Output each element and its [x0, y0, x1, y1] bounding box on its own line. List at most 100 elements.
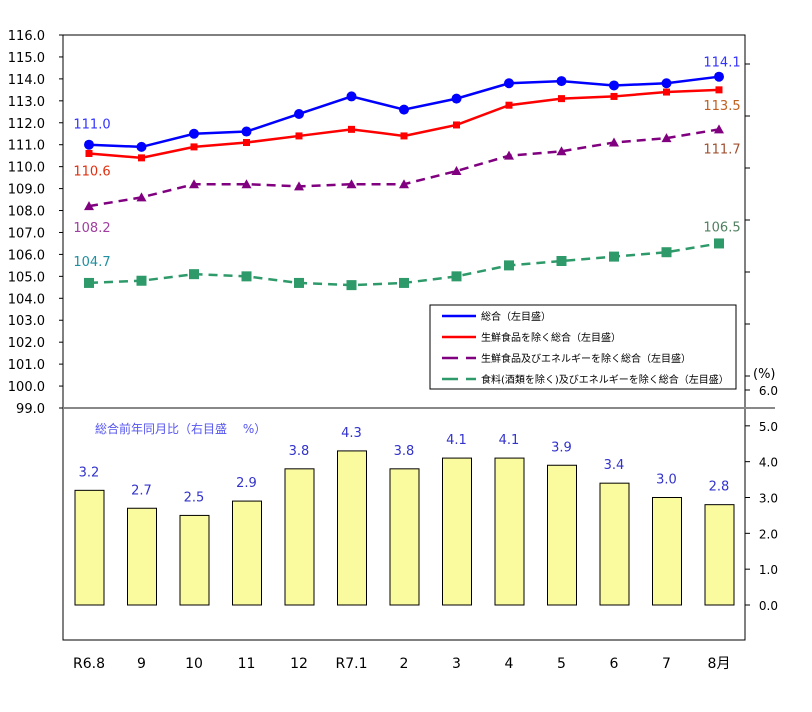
bar: [494, 457, 525, 606]
series-marker: [714, 71, 724, 82]
bar: [337, 450, 367, 606]
right-axis-unit: (%): [753, 367, 776, 382]
series-marker: [661, 78, 672, 89]
bar-label: 2.7: [131, 483, 152, 498]
x-tick-label: 6: [610, 656, 619, 672]
left-tick-label: 106.0: [8, 248, 45, 263]
bar: [232, 500, 262, 606]
x-tick-label: 10: [185, 656, 203, 672]
series-marker: [189, 128, 199, 139]
legend-label: 生鮮食品を除く総合（左目盛）: [481, 331, 621, 344]
right-tick-label: 6.0: [759, 384, 778, 398]
left-tick-label: 100.0: [8, 380, 45, 395]
series-marker: [399, 104, 409, 115]
right-tick-label: 1.0: [759, 563, 778, 577]
legend: [429, 304, 737, 390]
bar: [442, 457, 472, 606]
bar-label: 3.2: [79, 465, 100, 480]
x-tick-label: 8月: [708, 656, 731, 672]
series-marker: [295, 132, 303, 140]
series-marker: [715, 86, 723, 94]
series-marker: [399, 277, 409, 288]
series-marker: [189, 269, 199, 280]
left-tick-label: 107.0: [8, 226, 45, 241]
x-tick-label: 2: [400, 656, 409, 672]
series-marker: [661, 247, 672, 258]
series-marker: [243, 139, 250, 147]
series-marker: [84, 277, 94, 288]
left-tick-label: 108.0: [8, 205, 45, 220]
left-tick-label: 115.0: [8, 51, 45, 66]
right-tick-label: 3.0: [759, 492, 778, 506]
series-marker: [609, 137, 619, 147]
series-marker: [451, 271, 462, 282]
series-last-label: 111.7: [703, 142, 740, 157]
bar-label: 3.9: [551, 440, 572, 455]
series-first-label: 108.2: [73, 221, 110, 236]
series-marker: [504, 260, 514, 271]
series-marker: [84, 201, 94, 211]
series-marker: [610, 92, 618, 100]
series-first-label: 104.7: [73, 255, 110, 270]
series-line: [88, 88, 720, 160]
series-marker: [241, 126, 252, 137]
series-marker: [346, 179, 357, 189]
series-marker: [400, 132, 408, 140]
series-marker: [189, 179, 199, 189]
x-tick-label: 3: [452, 656, 461, 672]
series-marker: [453, 121, 460, 129]
right-tick-label: 2.0: [759, 527, 778, 541]
series-last-label: 106.5: [703, 220, 740, 235]
left-tick-label: 112.0: [8, 117, 45, 132]
series-marker: [241, 179, 252, 189]
bar-label: 2.8: [709, 480, 730, 495]
bar: [547, 464, 577, 606]
legend-label: 総合（左目盛）: [481, 310, 551, 323]
series-marker: [609, 80, 619, 91]
bar-label: 3.8: [289, 444, 310, 459]
series-first-label: 111.0: [73, 118, 110, 133]
bar-series-label: 総合前年同月比（右目盛 %）: [95, 421, 266, 436]
bar: [704, 504, 735, 606]
series-line: [88, 128, 720, 208]
series-marker: [190, 143, 198, 151]
series-marker: [346, 91, 357, 102]
series-marker: [504, 78, 514, 89]
legend-label: 生鮮食品及びエネルギーを除く総合（左目盛）: [481, 352, 691, 365]
left-tick-label: 116.0: [8, 29, 45, 44]
left-tick-label: 99.0: [16, 402, 45, 417]
left-tick-label: 104.0: [8, 292, 45, 307]
plot-area: [62, 34, 746, 641]
left-tick-label: 111.0: [8, 139, 45, 154]
x-tick-label: 5: [557, 656, 566, 672]
series-marker: [136, 192, 147, 202]
x-tick-label: 4: [505, 656, 514, 672]
right-tick-label: 5.0: [759, 420, 778, 434]
series-marker: [136, 275, 147, 286]
series-marker: [84, 139, 94, 150]
series-marker: [505, 101, 513, 109]
x-tick-label: R6.8: [73, 656, 105, 672]
series-marker: [451, 93, 462, 104]
series-marker: [399, 179, 409, 189]
bar: [599, 482, 630, 606]
bar-label: 2.5: [184, 490, 205, 505]
series-marker: [241, 271, 252, 282]
series-marker: [85, 149, 93, 157]
series-marker: [714, 124, 724, 134]
left-tick-label: 105.0: [8, 270, 45, 285]
series-marker: [558, 95, 565, 103]
series-marker: [714, 238, 724, 249]
left-tick-label: 103.0: [8, 314, 45, 329]
bar: [284, 468, 315, 606]
bar-label: 4.1: [499, 433, 520, 448]
series-marker: [609, 251, 619, 262]
series-last-label: 113.5: [703, 99, 740, 114]
x-tick-label: 7: [662, 656, 671, 672]
left-tick-label: 110.0: [8, 161, 45, 176]
series-marker: [504, 150, 514, 160]
series-marker: [556, 146, 567, 156]
x-tick-label: 9: [137, 656, 146, 672]
